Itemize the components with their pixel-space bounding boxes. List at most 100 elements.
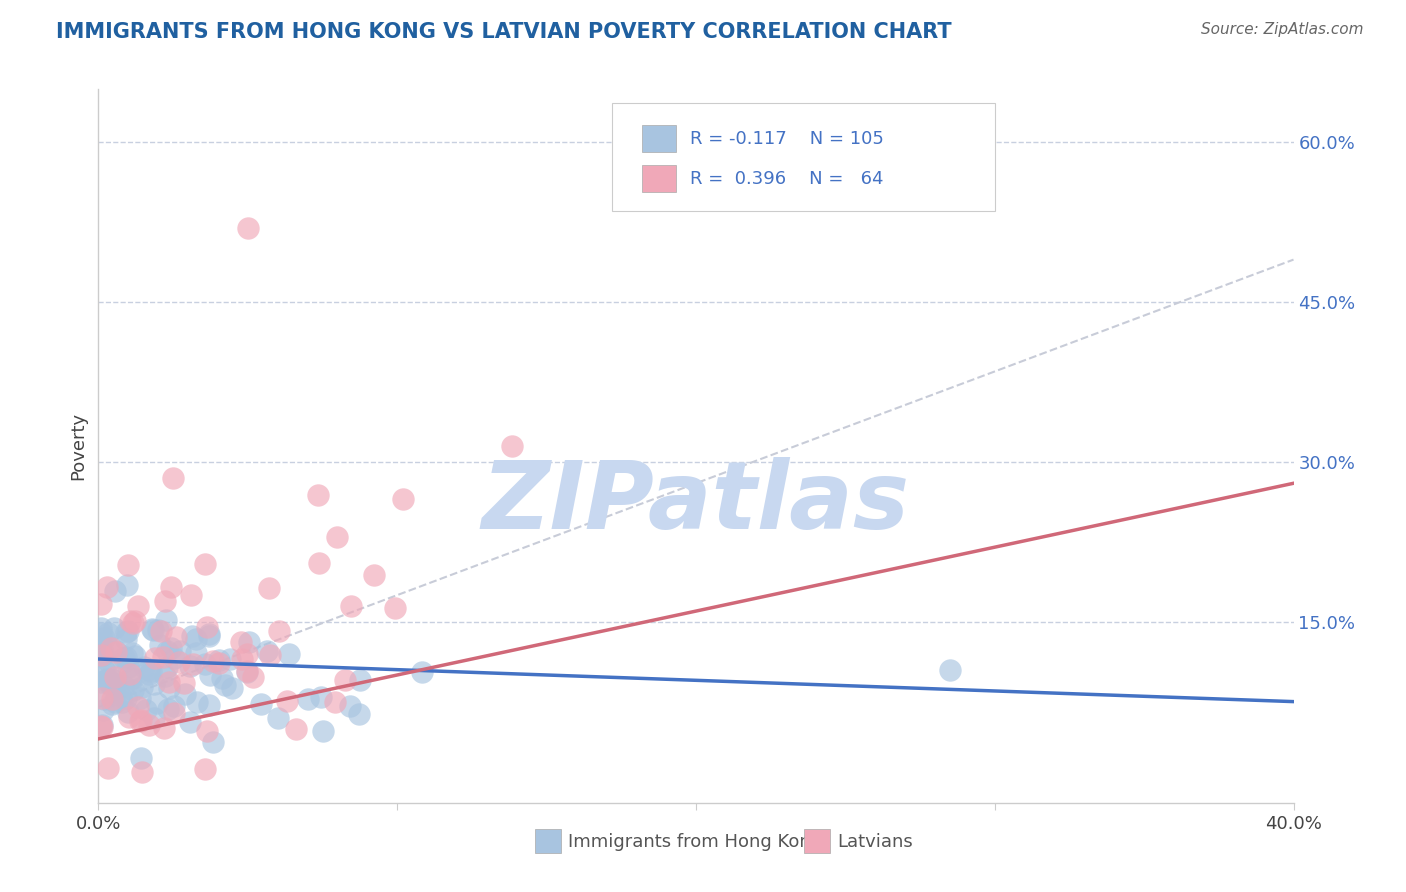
Point	[236, 665, 259, 679]
Point	[285, 722, 308, 736]
Point	[118, 667, 141, 681]
Point	[339, 699, 361, 714]
Point	[184, 646, 207, 660]
Point	[276, 693, 298, 707]
Point	[131, 680, 153, 694]
Point	[169, 644, 191, 658]
Point	[340, 599, 363, 614]
Point	[97, 761, 120, 775]
Point	[155, 668, 177, 682]
Point	[93, 661, 115, 675]
Point	[91, 648, 114, 663]
Point	[198, 668, 221, 682]
Point	[501, 440, 523, 454]
Point	[105, 643, 128, 657]
Point	[141, 664, 163, 678]
Point	[259, 648, 281, 662]
Point	[155, 614, 177, 628]
Point	[256, 644, 278, 658]
Point	[411, 665, 433, 680]
Point	[333, 673, 356, 687]
Point	[90, 643, 112, 657]
Point	[90, 648, 112, 662]
Point	[194, 657, 217, 671]
Point	[97, 640, 120, 655]
Point	[143, 651, 166, 665]
Point	[94, 665, 117, 679]
Bar	[804, 830, 830, 853]
Point	[127, 599, 149, 613]
Point	[96, 673, 118, 687]
Point	[96, 580, 118, 594]
Point	[163, 651, 186, 665]
Point	[121, 672, 143, 686]
Point	[179, 659, 201, 673]
Point	[198, 626, 221, 640]
Point	[104, 645, 127, 659]
Point	[110, 690, 132, 705]
Point	[939, 663, 962, 677]
Point	[94, 673, 117, 687]
Point	[219, 651, 242, 665]
Text: IMMIGRANTS FROM HONG KONG VS LATVIAN POVERTY CORRELATION CHART: IMMIGRANTS FROM HONG KONG VS LATVIAN POV…	[56, 22, 952, 42]
Point	[104, 677, 127, 691]
Point	[90, 640, 112, 654]
Point	[157, 702, 180, 716]
Point	[129, 751, 152, 765]
Point	[90, 691, 112, 706]
Point	[115, 632, 138, 647]
Point	[197, 698, 219, 712]
Point	[309, 690, 332, 705]
Point	[142, 623, 165, 637]
Point	[221, 681, 243, 696]
Point	[208, 653, 231, 667]
FancyBboxPatch shape	[613, 103, 995, 211]
Point	[143, 676, 166, 690]
Point	[117, 660, 139, 674]
Point	[93, 692, 115, 706]
Point	[122, 683, 145, 698]
Point	[156, 644, 179, 658]
Point	[90, 674, 112, 689]
Point	[242, 670, 264, 684]
Point	[90, 636, 112, 650]
Point	[163, 706, 186, 721]
Point	[156, 660, 179, 674]
Point	[194, 558, 217, 572]
Point	[111, 695, 134, 709]
Point	[115, 578, 138, 592]
Point	[250, 697, 273, 711]
Point	[112, 651, 135, 665]
Point	[208, 656, 231, 670]
Point	[267, 711, 290, 725]
Point	[297, 691, 319, 706]
Point	[146, 696, 169, 710]
Point	[202, 654, 225, 668]
Point	[124, 614, 146, 628]
Text: R =  0.396    N =   64: R = 0.396 N = 64	[690, 169, 883, 187]
Point	[277, 647, 299, 661]
Point	[149, 638, 172, 652]
Point	[214, 678, 236, 692]
Point	[141, 623, 163, 637]
Point	[118, 614, 141, 628]
Point	[117, 705, 139, 719]
Point	[153, 593, 176, 607]
Point	[257, 581, 280, 595]
Point	[90, 719, 112, 733]
Point	[100, 672, 122, 686]
Point	[160, 581, 183, 595]
Point	[135, 703, 157, 717]
Text: R = -0.117    N = 105: R = -0.117 N = 105	[690, 130, 884, 148]
Point	[90, 718, 112, 732]
Point	[129, 691, 152, 706]
Point	[312, 724, 335, 739]
Point	[104, 584, 127, 599]
Point	[91, 718, 114, 732]
Point	[163, 698, 186, 713]
Point	[129, 713, 152, 727]
Point	[180, 629, 202, 643]
Bar	[534, 830, 561, 853]
Point	[211, 671, 233, 685]
Point	[173, 687, 195, 701]
